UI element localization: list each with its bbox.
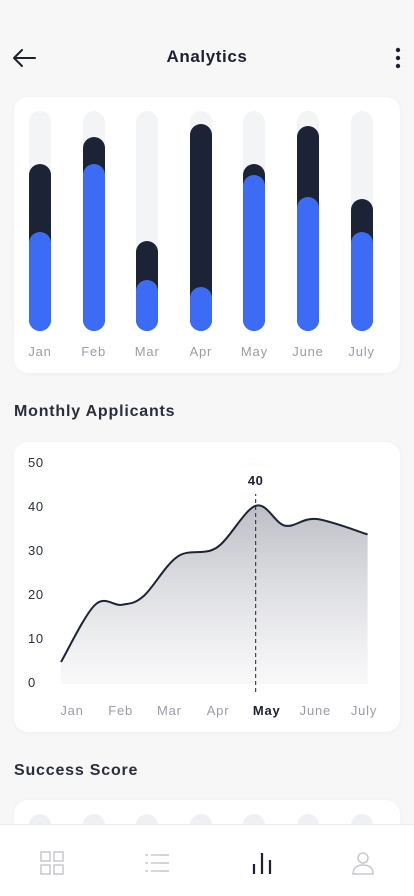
bar-value-segment bbox=[82, 163, 105, 331]
bar-chart-card: Jan Feb Mar Apr May June July bbox=[14, 97, 400, 373]
applicants-line bbox=[60, 504, 368, 663]
user-icon bbox=[352, 852, 374, 875]
bar-label: July bbox=[348, 344, 375, 359]
bar-label: Mar bbox=[134, 344, 160, 359]
x-tick-label: July bbox=[351, 703, 377, 718]
y-tick-label: 40 bbox=[28, 499, 44, 514]
page-title: Analytics bbox=[166, 47, 248, 66]
y-tick-label: 30 bbox=[28, 543, 44, 558]
y-tick-label: 20 bbox=[28, 587, 44, 602]
bar-value-segment bbox=[29, 232, 51, 331]
x-tick-label: Apr bbox=[207, 703, 230, 718]
tab-list[interactable] bbox=[137, 845, 177, 881]
bar-jan[interactable] bbox=[29, 111, 51, 331]
arrow-left-icon bbox=[13, 49, 36, 67]
more-options-button[interactable] bbox=[386, 42, 410, 74]
tab-analytics[interactable] bbox=[242, 845, 282, 881]
monthly-applicants-title: Monthly Applicants bbox=[14, 403, 176, 420]
bar-value-segment bbox=[189, 287, 212, 331]
bar-value-segment bbox=[297, 196, 319, 331]
tab-bar bbox=[0, 824, 414, 896]
bar-july[interactable] bbox=[350, 111, 373, 331]
bar-may[interactable] bbox=[243, 111, 266, 331]
more-vertical-icon bbox=[395, 47, 401, 69]
bar-mar[interactable] bbox=[136, 111, 159, 331]
tab-profile[interactable] bbox=[343, 845, 383, 881]
bar-value-segment bbox=[350, 232, 373, 331]
bar-chart-icon bbox=[252, 853, 272, 874]
bar-total-segment bbox=[189, 124, 212, 331]
bar-value-segment bbox=[243, 174, 266, 331]
bar-label: June bbox=[292, 344, 324, 359]
tab-dashboard[interactable] bbox=[32, 845, 72, 881]
bar-june[interactable] bbox=[297, 111, 319, 331]
bar-label: Jan bbox=[28, 344, 52, 359]
bar-apr[interactable] bbox=[189, 111, 212, 331]
x-tick-label: Feb bbox=[108, 703, 133, 718]
tooltip-bubble[interactable] bbox=[233, 466, 278, 494]
x-tick-label: June bbox=[300, 703, 331, 718]
bar-feb[interactable] bbox=[82, 111, 105, 331]
success-score-title: Success Score bbox=[14, 762, 139, 779]
bar-label: Feb bbox=[81, 344, 106, 359]
bar-value-segment bbox=[136, 280, 159, 331]
bar-label: May bbox=[240, 344, 268, 359]
y-tick-label: 50 bbox=[28, 455, 44, 470]
x-tick-label: Jan bbox=[60, 703, 83, 718]
applicants-chart: 0 10 20 30 40 50 40 Jan Feb Mar Apr May June July bbox=[28, 454, 377, 718]
tooltip-value: 40 bbox=[248, 473, 264, 488]
line-chart-card: 0 10 20 30 40 50 40 Jan Feb Mar Apr May June July bbox=[14, 442, 400, 732]
x-tick-label: Mar bbox=[157, 703, 182, 718]
y-tick-label: 10 bbox=[28, 631, 44, 646]
back-button[interactable] bbox=[8, 42, 40, 74]
bar-label: Apr bbox=[189, 344, 213, 359]
area-fill bbox=[61, 505, 368, 684]
list-icon bbox=[145, 854, 169, 872]
y-tick-label: 0 bbox=[28, 675, 36, 690]
grid-icon bbox=[40, 851, 64, 875]
x-tick-label: May bbox=[253, 703, 281, 718]
header: Analytics bbox=[0, 0, 414, 100]
